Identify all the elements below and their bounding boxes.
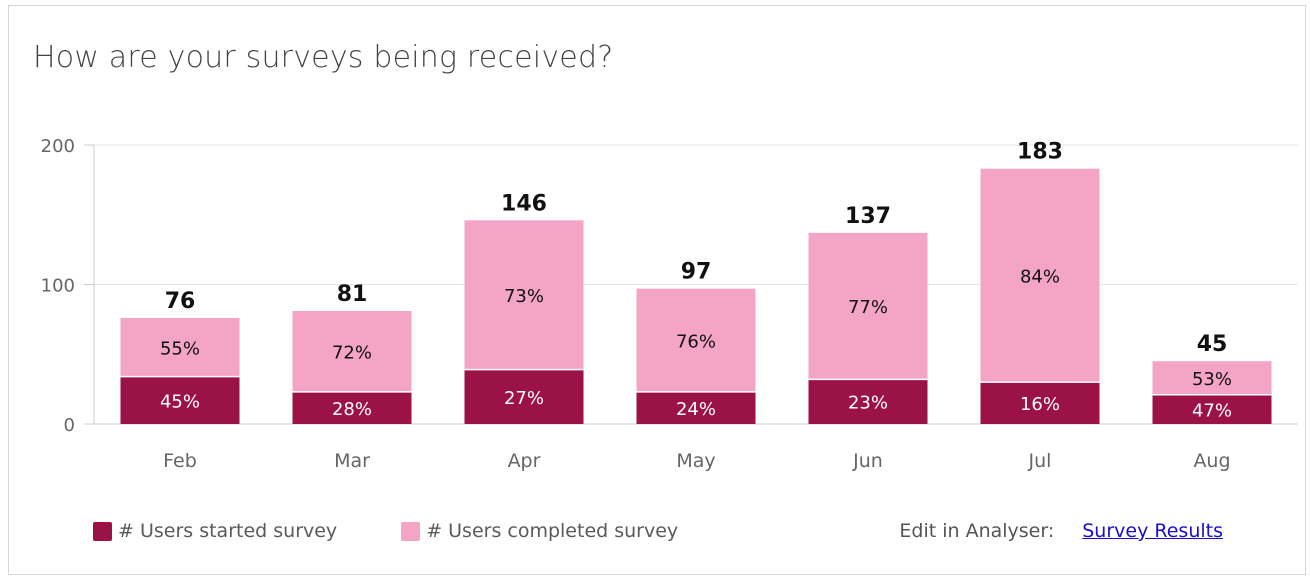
y-tick-label: 0 — [64, 415, 75, 436]
bar-label-completed-jun: 77% — [848, 297, 888, 318]
legend-swatch-completed — [401, 521, 421, 541]
legend-label-started: # Users started survey — [118, 520, 338, 542]
legend-label-completed: # Users completed survey — [426, 520, 679, 542]
y-tick-label: 200 — [41, 136, 75, 157]
legend-item-completed[interactable]: # Users completed survey — [401, 520, 678, 542]
chart-title: How are your surveys being received? — [33, 40, 614, 75]
legend-swatch-started — [93, 521, 112, 541]
bar-label-started-aug: 47% — [1192, 400, 1232, 421]
edit-label: Edit in Analyser: — [899, 520, 1055, 542]
bar-total-aug: 45 — [1197, 332, 1228, 357]
bar-started-aug — [1152, 394, 1272, 424]
bar-label-started-may: 24% — [676, 399, 716, 420]
bar-completed-apr — [464, 220, 584, 370]
bar-started-mar — [292, 391, 412, 424]
x-tick-label: May — [676, 450, 715, 472]
x-tick-label: Jun — [852, 450, 883, 472]
bar-label-started-apr: 27% — [504, 388, 544, 409]
chart-legend: # Users started survey # Users completed… — [93, 520, 742, 542]
bar-completed-mar — [292, 311, 412, 392]
bar-completed-jun — [808, 232, 928, 380]
x-tick-label: Feb — [163, 450, 197, 472]
bar-completed-aug — [1152, 361, 1272, 395]
bar-label-started-jun: 23% — [848, 393, 888, 414]
legend-item-started[interactable]: # Users started survey — [93, 520, 337, 542]
bar-started-apr — [464, 369, 584, 424]
bar-label-started-feb: 45% — [160, 391, 200, 412]
bar-total-apr: 146 — [501, 191, 547, 216]
bar-label-completed-aug: 53% — [1192, 369, 1232, 390]
bar-completed-feb — [120, 317, 240, 377]
bar-total-mar: 81 — [337, 282, 368, 307]
bar-started-jun — [808, 379, 928, 424]
bar-total-may: 97 — [681, 260, 712, 285]
x-tick-label: Mar — [334, 450, 370, 472]
bar-total-feb: 76 — [165, 289, 196, 314]
chart-card: How are your surveys being received? 0 10… — [8, 5, 1306, 575]
bar-label-completed-feb: 55% — [160, 338, 200, 359]
bar-completed-may — [636, 288, 756, 392]
y-tick-label: 100 — [41, 276, 75, 297]
x-tick-label: Aug — [1193, 450, 1230, 472]
bar-label-completed-mar: 72% — [332, 342, 372, 363]
bar-label-started-jul: 16% — [1020, 394, 1060, 415]
bar-label-completed-apr: 73% — [504, 286, 544, 307]
edit-in-analyser: Edit in Analyser: Survey Results — [899, 520, 1223, 542]
bar-total-jul: 183 — [1017, 140, 1063, 165]
bar-total-jun: 137 — [845, 204, 891, 229]
bar-label-started-mar: 28% — [332, 399, 372, 420]
stacked-bar-chart: 0 100 200 45% 55% 76 Feb 28% 72% 81 Mar 27% 73% 146 Ap… — [41, 136, 1298, 472]
bar-label-completed-may: 76% — [676, 331, 716, 352]
bar-completed-jul — [980, 168, 1100, 383]
survey-results-link[interactable]: Survey Results — [1082, 520, 1223, 542]
x-tick-label: Jul — [1028, 450, 1052, 472]
bar-started-may — [636, 391, 756, 424]
bar-started-feb — [120, 376, 240, 424]
bar-label-completed-jul: 84% — [1020, 266, 1060, 287]
bar-started-jul — [980, 382, 1100, 424]
x-tick-label: Apr — [508, 450, 541, 472]
